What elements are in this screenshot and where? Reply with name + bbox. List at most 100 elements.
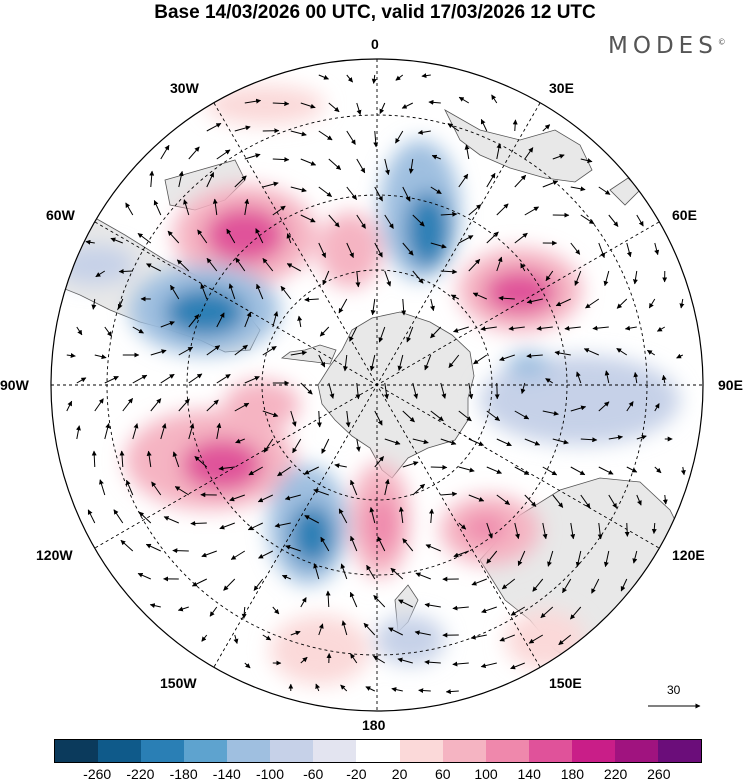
anomaly-positive-10 [505, 610, 585, 670]
wind-vector [384, 382, 389, 400]
wind-vector [570, 606, 582, 620]
wind-vector [178, 398, 190, 412]
wind-vector [564, 325, 581, 331]
wind-vector [325, 590, 331, 608]
wind-vector [85, 239, 95, 245]
wind-vector [412, 214, 425, 227]
wind-vector [517, 550, 526, 567]
wind-vector [328, 102, 340, 113]
wind-vector [583, 348, 599, 356]
wind-vector [290, 410, 297, 427]
wind-vector [318, 74, 329, 80]
wind-vector [350, 535, 358, 552]
wind-vector [342, 354, 348, 372]
wind-vector [300, 382, 313, 395]
wind-vector [153, 199, 162, 216]
wind-vector [468, 494, 485, 502]
wind-vector [160, 144, 170, 160]
wind-vector [397, 354, 404, 371]
wind-vector [318, 242, 326, 258]
wind-vector [328, 158, 342, 170]
colorbar-bin-2 [141, 740, 185, 762]
wind-vector [545, 378, 554, 384]
wind-vector [496, 256, 503, 272]
wind-vector [379, 102, 386, 115]
wind-vector [104, 423, 111, 440]
wind-vector [514, 232, 528, 244]
wind-vector [676, 353, 684, 359]
wind-vector [216, 312, 225, 328]
wind-vector [412, 382, 419, 399]
wind-vector [346, 74, 353, 83]
wind-vector [452, 661, 469, 667]
wind-vector [206, 399, 219, 412]
colorbar-tick-label: 180 [560, 766, 585, 782]
wind-vector [424, 659, 441, 665]
wind-vector [402, 242, 414, 256]
wind-vector [290, 186, 307, 193]
wind-vector [447, 123, 460, 132]
wind-vector [160, 373, 175, 384]
wind-vector [486, 231, 499, 244]
wind-vector [514, 174, 527, 188]
wind-vector [262, 345, 277, 356]
wind-vector [592, 325, 609, 331]
wind-vector [540, 606, 554, 619]
wind-vector [552, 438, 569, 445]
wind-vector [636, 214, 644, 227]
wind-vector [458, 173, 469, 188]
lon-label-top: 0 [371, 36, 379, 52]
wind-vector [486, 172, 496, 188]
wind-vector [412, 270, 424, 284]
wind-vector [558, 634, 572, 646]
wind-vector [580, 494, 591, 509]
wind-vector [234, 175, 247, 188]
wind-vector [458, 410, 472, 422]
wind-vector [262, 634, 272, 641]
wind-vector [499, 354, 515, 362]
wind-vector [542, 124, 551, 132]
wind-vector [598, 242, 606, 259]
wind-vector [355, 382, 361, 400]
wind-vector [562, 578, 572, 594]
wind-vector [76, 425, 81, 440]
wind-vector [321, 438, 330, 454]
colorbar-bin-9 [442, 740, 486, 762]
wind-vector [598, 466, 614, 475]
wind-vector [119, 450, 125, 468]
colorbar-tick-label: 20 [391, 766, 408, 782]
wind-vector [149, 603, 161, 609]
wind-vector [286, 263, 302, 272]
colorbar-ticks: -260 -220 -180 -140 -100 -60 -20 20 60 100 140 180 2… [54, 766, 702, 782]
colorbar-tick-label: -20 [346, 766, 367, 782]
colorbar-tick-label: -140 [212, 766, 241, 782]
colorbar-bin-6 [313, 740, 357, 762]
wind-vector [304, 515, 320, 524]
antarctica [317, 311, 475, 479]
wind-vector [654, 466, 662, 474]
wind-vector [290, 630, 301, 636]
wind-vector [241, 606, 247, 619]
wind-vector [570, 405, 587, 412]
wind-vector [190, 520, 207, 526]
wind-vector [113, 509, 124, 524]
wind-vector [661, 374, 667, 384]
colorbar-tick-label: 220 [603, 766, 628, 782]
wind-vector [555, 298, 571, 307]
wind-vector [496, 438, 512, 447]
wind-vector [508, 325, 525, 331]
wind-vector [132, 326, 144, 334]
wind-vector [654, 403, 660, 412]
wind-vector [542, 466, 558, 476]
lon-label-30w: 30W [170, 80, 199, 96]
wind-vector [499, 634, 515, 642]
colorbar-tick-label: 100 [474, 766, 498, 782]
colorbar-tick-label: 140 [517, 766, 541, 782]
wind-vector [91, 298, 97, 310]
wind-vector [425, 544, 441, 552]
wind-vector [228, 283, 236, 300]
wind-vector [244, 98, 262, 104]
anomaly-negative-6 [55, 245, 135, 285]
wind-vector [229, 494, 245, 502]
